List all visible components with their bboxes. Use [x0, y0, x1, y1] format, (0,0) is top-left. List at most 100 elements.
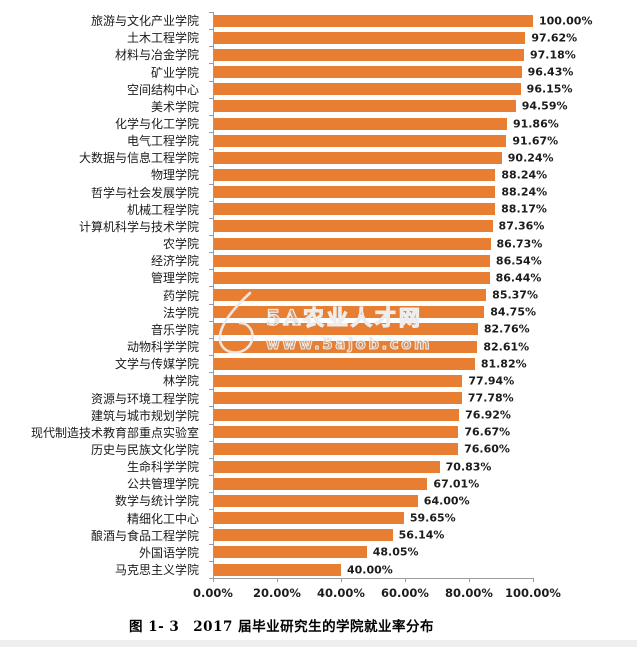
y-axis-tick [209, 217, 213, 219]
figure-caption: 图 1- 3 2017 届毕业研究生的学院就业率分布 [129, 619, 435, 635]
y-axis-tick [209, 252, 213, 254]
bar-row: 生命科学学院 70.83% [0, 458, 637, 475]
bar-track: 56.14% [213, 527, 533, 544]
category-label: 酿酒与食品工程学院 [90, 528, 199, 543]
bar-row: 法学院 84.75% [0, 304, 637, 321]
category-label: 化学与化工学院 [114, 117, 199, 132]
x-axis-tick [533, 578, 534, 582]
bar-row: 外国语学院 48.05% [0, 544, 637, 561]
category-label: 公共管理学院 [126, 477, 199, 492]
y-axis-tick [209, 457, 213, 459]
value-label: 100.00% [539, 14, 593, 28]
bar-track: 88.24% [213, 166, 547, 183]
bar [213, 374, 463, 387]
bar-track: 97.62% [213, 29, 577, 46]
bar-row: 机械工程学院 88.17% [0, 201, 637, 218]
bar-row: 土木工程学院 97.62% [0, 29, 637, 46]
category-label: 林学院 [162, 374, 199, 389]
bar [213, 306, 485, 319]
bar [213, 31, 526, 44]
bar [213, 48, 524, 61]
value-label: 91.67% [512, 134, 559, 148]
bar-row: 大数据与信息工程学院 90.24% [0, 149, 637, 166]
bar [213, 563, 341, 576]
y-axis-tick [209, 286, 213, 288]
y-axis-tick [209, 114, 213, 116]
bar-row: 矿业学院 96.43% [0, 63, 637, 80]
bar-track: 91.86% [213, 115, 559, 132]
bar [213, 289, 487, 302]
value-label: 64.00% [423, 494, 470, 508]
bar [213, 340, 478, 353]
x-tick-label: 100.00% [505, 586, 561, 600]
bar-track: 86.54% [213, 252, 542, 269]
category-label: 管理学院 [150, 271, 199, 286]
bar-track: 94.59% [213, 98, 568, 115]
y-axis-tick [209, 80, 213, 82]
bar [213, 271, 490, 284]
bar [213, 357, 475, 370]
bar [213, 83, 521, 96]
category-label: 机械工程学院 [126, 202, 199, 217]
bar-track: 82.61% [213, 338, 533, 355]
value-label: 86.44% [495, 271, 542, 285]
value-label: 85.37% [492, 288, 538, 302]
x-tick-label: 60.00% [381, 586, 429, 600]
value-label: 70.83% [445, 460, 492, 474]
x-axis-tick [277, 578, 278, 582]
y-axis-tick [209, 269, 213, 271]
y-axis-tick [209, 63, 213, 65]
category-label: 经济学院 [150, 254, 199, 269]
bar-row: 药学院 85.37% [0, 287, 637, 304]
bar [213, 460, 440, 473]
bar-row: 酿酒与食品工程学院 56.14% [0, 527, 637, 544]
y-axis-tick [209, 183, 213, 185]
bar [213, 134, 507, 147]
value-label: 86.54% [495, 254, 542, 268]
employment-rate-bar-chart: 旅游与文化产业学院 100.00% 土木工程学院 97.62% 材料与冶金学院 … [0, 12, 637, 600]
value-label: 88.24% [501, 168, 548, 182]
category-label: 计算机科学与技术学院 [78, 219, 199, 234]
bar-row: 动物科学学院 82.61% [0, 338, 637, 355]
bar-track: 97.18% [213, 46, 576, 63]
bar-track: 76.60% [213, 441, 533, 458]
y-axis-tick [209, 492, 213, 494]
x-axis-tick [213, 578, 214, 582]
bar [213, 220, 493, 233]
bar-track: 77.78% [213, 389, 533, 406]
category-label: 材料与冶金学院 [114, 48, 199, 63]
value-label: 86.73% [496, 237, 543, 251]
x-tick-label: 20.00% [253, 586, 301, 600]
y-axis-tick [209, 97, 213, 99]
bar-row: 空间结构中心 96.15% [0, 81, 637, 98]
category-label: 矿业学院 [150, 65, 199, 80]
category-label: 法学院 [162, 305, 199, 320]
x-axis-tick [469, 578, 470, 582]
bar [213, 409, 460, 422]
bar [213, 100, 516, 113]
y-axis-tick [209, 234, 213, 236]
bar-row: 管理学院 86.44% [0, 269, 637, 286]
y-axis-line [213, 12, 214, 579]
bar-track: 82.76% [213, 321, 533, 338]
category-label: 物理学院 [150, 168, 199, 183]
value-label: 40.00% [347, 563, 393, 577]
bar [213, 254, 490, 267]
bar [213, 546, 367, 559]
x-axis-tick [405, 578, 406, 582]
category-label: 旅游与文化产业学院 [90, 14, 199, 29]
bar-row: 公共管理学院 67.01% [0, 475, 637, 492]
y-axis-tick [209, 389, 213, 391]
bar-track: 81.82% [213, 355, 533, 372]
bar [213, 323, 478, 336]
y-axis-tick [209, 149, 213, 151]
value-label: 97.62% [531, 31, 578, 45]
category-label: 药学院 [162, 288, 199, 303]
bar-track: 87.36% [213, 218, 544, 235]
bar-track: 67.01% [213, 475, 533, 492]
bar-track: 85.37% [213, 287, 538, 304]
x-tick-label: 0.00% [193, 586, 233, 600]
value-label: 77.94% [468, 374, 515, 388]
y-axis-tick [209, 46, 213, 48]
category-label: 电气工程学院 [126, 134, 199, 149]
